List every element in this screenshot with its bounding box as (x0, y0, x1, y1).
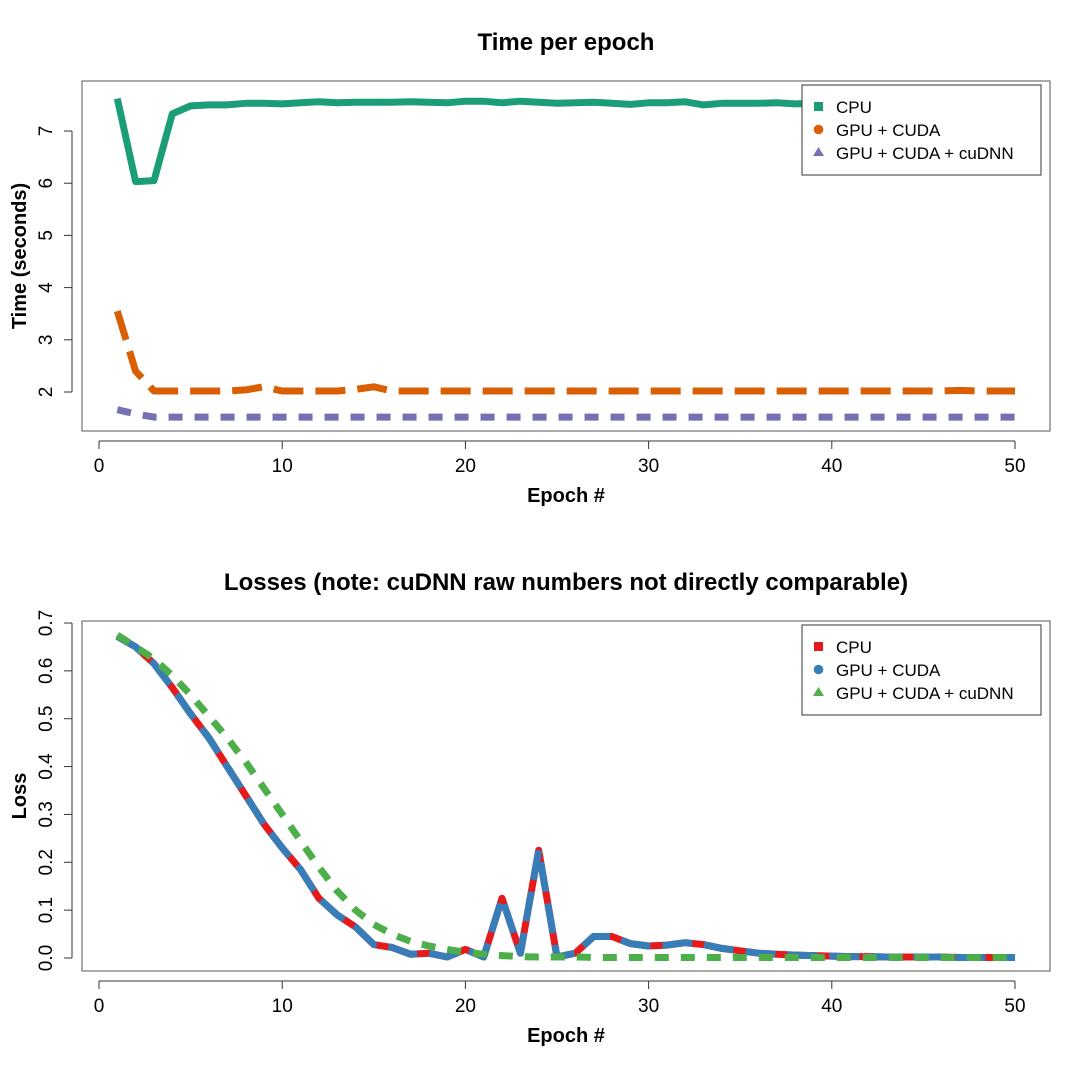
x-tick-label: 0 (94, 456, 105, 477)
legend-box (801, 624, 1042, 716)
x-tick-label: 50 (1004, 996, 1025, 1017)
legend-entry: GPU + CUDA (813, 661, 941, 680)
legend: CPU GPU + CUDA GPU + CUDA + cuDNN (801, 84, 1042, 176)
legend-label: GPU + CUDA + cuDNN (836, 684, 1014, 703)
y-tick-label: 4 (36, 282, 57, 293)
x-axis-label: Epoch # (527, 1025, 605, 1047)
legend-marker-square (814, 642, 823, 651)
y-tick-label: 0.0 (36, 945, 57, 971)
x-axis: 0 10 20 30 40 50 (94, 440, 1026, 477)
x-tick-label: 30 (638, 996, 659, 1017)
x-tick-label: 0 (94, 996, 105, 1017)
y-tick-label: 3 (36, 335, 57, 346)
legend-entry: CPU (814, 98, 872, 117)
y-tick-label: 0.2 (36, 849, 57, 875)
y-tick-label: 7 (36, 126, 57, 137)
series-line (115, 633, 1015, 961)
y-tick-label: 5 (36, 230, 57, 241)
x-tick-label: 20 (455, 456, 476, 477)
y-axis-label: Loss (9, 773, 31, 820)
y-tick-label: 0.3 (36, 801, 57, 827)
plot-frame (81, 620, 1051, 972)
x-tick-label: 10 (272, 996, 293, 1017)
legend-marker-square (814, 102, 823, 111)
legend-label: CPU (836, 638, 872, 657)
legend-marker-circle (813, 664, 824, 675)
legend-label: CPU (836, 98, 872, 117)
chart-title: Losses (note: cuDNN raw numbers not dire… (224, 569, 908, 596)
legend-label: GPU + CUDA (836, 121, 941, 140)
legend-entry: GPU + CUDA (813, 121, 941, 140)
legend-entry: GPU + CUDA + cuDNN (813, 684, 1014, 703)
y-tick-label: 0.7 (36, 610, 57, 636)
y-tick-label: 6 (36, 178, 57, 189)
series-line (116, 406, 1015, 421)
panel-time-per-epoch: Time per epoch 0 10 20 30 40 50 2 3 4 5 6 7 Epoch … (9, 29, 1051, 507)
x-axis: 0 10 20 30 40 50 (94, 980, 1026, 1017)
legend-label: GPU + CUDA (836, 661, 941, 680)
x-tick-label: 40 (821, 996, 842, 1017)
plot-frame (81, 80, 1051, 432)
y-tick-label: 2 (36, 387, 57, 398)
y-tick-label: 0.4 (36, 753, 57, 780)
legend-marker-triangle (813, 687, 824, 696)
y-tick-label: 0.6 (36, 658, 57, 684)
legend-label: GPU + CUDA + cuDNN (836, 144, 1014, 163)
legend-entry: CPU (814, 638, 872, 657)
x-tick-label: 20 (455, 996, 476, 1017)
series-line (113, 310, 1015, 395)
x-tick-label: 40 (821, 456, 842, 477)
legend-entry: GPU + CUDA + cuDNN (813, 144, 1014, 163)
x-tick-label: 10 (272, 456, 293, 477)
y-axis: 2 3 4 5 6 7 (36, 126, 73, 398)
x-tick-label: 30 (638, 456, 659, 477)
x-tick-label: 50 (1004, 456, 1025, 477)
series-layer (115, 632, 1015, 961)
y-tick-label: 0.5 (36, 706, 57, 732)
y-axis-label: Time (seconds) (9, 183, 31, 329)
chart-title: Time per epoch (478, 29, 655, 56)
panel-losses: Losses (note: cuDNN raw numbers not dire… (9, 569, 1051, 1047)
legend-marker-triangle (813, 147, 824, 156)
legend: CPU GPU + CUDA GPU + CUDA + cuDNN (801, 624, 1042, 716)
legend-box (801, 84, 1042, 176)
legend-marker-circle (813, 124, 824, 135)
y-axis: 0.0 0.1 0.2 0.3 0.4 0.5 0.6 0.7 (36, 610, 73, 971)
x-axis-label: Epoch # (527, 485, 605, 507)
series-line (115, 632, 1015, 961)
y-tick-label: 0.1 (36, 897, 57, 923)
